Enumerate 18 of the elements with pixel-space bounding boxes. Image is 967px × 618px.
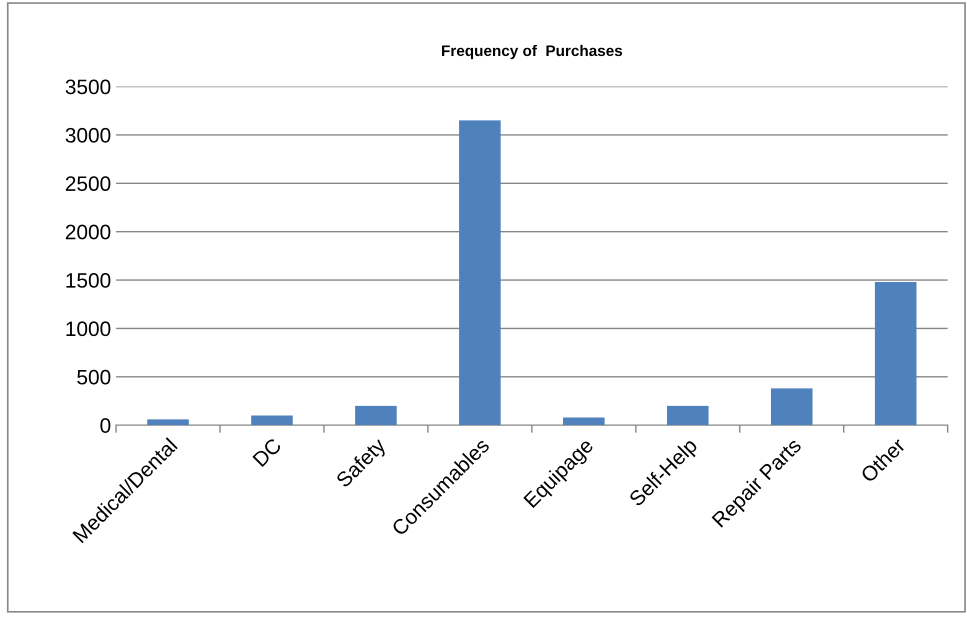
y-tick-label: 2500 (66, 176, 110, 192)
bar (563, 417, 605, 426)
y-tick-label: 3000 (66, 128, 110, 143)
y-tick-label: 1000 (66, 321, 110, 336)
bar (666, 406, 709, 426)
y-tick-label: 3500 (66, 80, 110, 94)
bar (147, 419, 189, 426)
bar (355, 406, 397, 426)
chart-title: Frequency of Purchases (442, 44, 622, 60)
bar (874, 282, 916, 426)
y-tick-label: 0 (100, 418, 110, 433)
y-tick-label: 500 (77, 370, 110, 385)
x-tick-label: DC (252, 437, 282, 468)
bar (251, 416, 293, 426)
bar (770, 388, 813, 426)
y-tick-label: 1500 (66, 273, 110, 288)
y-tick-label: 2000 (66, 224, 110, 240)
bar (459, 120, 501, 426)
